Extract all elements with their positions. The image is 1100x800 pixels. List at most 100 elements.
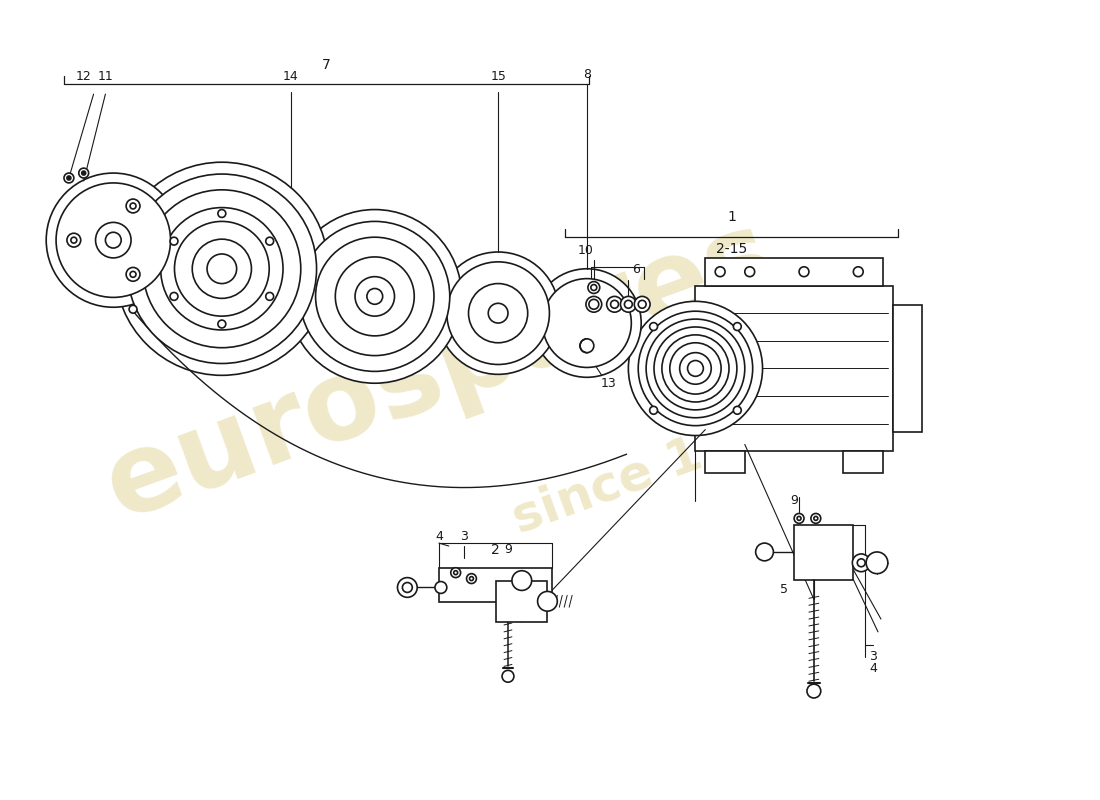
Circle shape bbox=[794, 514, 804, 523]
Circle shape bbox=[316, 237, 434, 355]
Circle shape bbox=[586, 296, 602, 312]
Text: eurospares: eurospares bbox=[90, 200, 788, 541]
Circle shape bbox=[403, 582, 412, 593]
Circle shape bbox=[367, 289, 383, 304]
Circle shape bbox=[67, 234, 80, 247]
Circle shape bbox=[300, 222, 450, 371]
Circle shape bbox=[811, 514, 821, 523]
Circle shape bbox=[288, 210, 462, 383]
Text: 14: 14 bbox=[283, 70, 299, 83]
Circle shape bbox=[866, 552, 888, 574]
Bar bbox=[439, 568, 552, 602]
Circle shape bbox=[79, 168, 89, 178]
Circle shape bbox=[143, 190, 300, 348]
Bar bbox=[496, 581, 548, 622]
Circle shape bbox=[610, 300, 618, 308]
Circle shape bbox=[532, 269, 641, 378]
Circle shape bbox=[734, 406, 741, 414]
Circle shape bbox=[586, 339, 600, 353]
Circle shape bbox=[355, 277, 395, 316]
Circle shape bbox=[218, 320, 226, 328]
Circle shape bbox=[116, 162, 329, 375]
Circle shape bbox=[650, 406, 658, 414]
Circle shape bbox=[130, 203, 136, 209]
Text: 4: 4 bbox=[869, 662, 877, 675]
Circle shape bbox=[130, 271, 136, 278]
Circle shape bbox=[857, 559, 866, 566]
Circle shape bbox=[756, 543, 773, 561]
Circle shape bbox=[266, 293, 274, 300]
Circle shape bbox=[852, 554, 870, 572]
Text: 4: 4 bbox=[434, 530, 443, 542]
Circle shape bbox=[453, 570, 458, 574]
Circle shape bbox=[688, 361, 703, 376]
Circle shape bbox=[734, 322, 741, 330]
Circle shape bbox=[106, 232, 121, 248]
Circle shape bbox=[635, 296, 650, 312]
Circle shape bbox=[488, 303, 508, 323]
Circle shape bbox=[512, 570, 531, 590]
Circle shape bbox=[81, 171, 86, 175]
Circle shape bbox=[591, 285, 597, 290]
Circle shape bbox=[620, 296, 636, 312]
Text: 8: 8 bbox=[583, 68, 591, 81]
Circle shape bbox=[266, 237, 274, 245]
Text: since 1985: since 1985 bbox=[506, 394, 806, 543]
Bar bbox=[893, 306, 923, 431]
Circle shape bbox=[798, 517, 801, 520]
Circle shape bbox=[170, 237, 178, 245]
Circle shape bbox=[192, 239, 252, 298]
Circle shape bbox=[397, 578, 417, 598]
Circle shape bbox=[650, 322, 658, 330]
Circle shape bbox=[814, 517, 817, 520]
Circle shape bbox=[46, 173, 180, 307]
Circle shape bbox=[434, 582, 447, 594]
Circle shape bbox=[502, 670, 514, 682]
Circle shape bbox=[170, 293, 178, 300]
Text: 10: 10 bbox=[578, 243, 594, 257]
Circle shape bbox=[628, 302, 762, 435]
Circle shape bbox=[207, 254, 236, 283]
Circle shape bbox=[588, 299, 598, 310]
Text: 9: 9 bbox=[790, 494, 799, 507]
Circle shape bbox=[67, 176, 70, 180]
Circle shape bbox=[654, 327, 737, 410]
Text: 15: 15 bbox=[491, 70, 506, 83]
Text: 2: 2 bbox=[491, 543, 499, 557]
Circle shape bbox=[466, 574, 476, 583]
Circle shape bbox=[437, 252, 559, 374]
Circle shape bbox=[126, 199, 140, 213]
Circle shape bbox=[607, 296, 623, 312]
Text: 1: 1 bbox=[727, 210, 736, 225]
Circle shape bbox=[542, 278, 631, 367]
Circle shape bbox=[126, 267, 140, 282]
Text: 3: 3 bbox=[869, 650, 877, 663]
Bar bbox=[705, 258, 883, 286]
Text: 12: 12 bbox=[76, 70, 91, 83]
Circle shape bbox=[580, 339, 594, 353]
Bar bbox=[844, 451, 883, 473]
Circle shape bbox=[96, 222, 131, 258]
Bar bbox=[695, 286, 893, 451]
Circle shape bbox=[70, 237, 77, 243]
Circle shape bbox=[161, 207, 283, 330]
Circle shape bbox=[625, 300, 632, 308]
Circle shape bbox=[662, 335, 729, 402]
Text: 13: 13 bbox=[601, 377, 616, 390]
Circle shape bbox=[470, 577, 473, 581]
Text: 2-15: 2-15 bbox=[716, 242, 747, 256]
Circle shape bbox=[587, 282, 600, 294]
Circle shape bbox=[646, 319, 745, 418]
Circle shape bbox=[128, 174, 317, 363]
Circle shape bbox=[538, 591, 558, 611]
Text: 3: 3 bbox=[460, 530, 467, 542]
Circle shape bbox=[336, 257, 415, 336]
Circle shape bbox=[799, 266, 808, 277]
Circle shape bbox=[638, 311, 752, 426]
Circle shape bbox=[175, 222, 270, 316]
Circle shape bbox=[670, 342, 722, 394]
Text: 9: 9 bbox=[504, 543, 512, 557]
Circle shape bbox=[638, 300, 646, 308]
Text: 11: 11 bbox=[98, 70, 113, 83]
Circle shape bbox=[218, 210, 226, 218]
